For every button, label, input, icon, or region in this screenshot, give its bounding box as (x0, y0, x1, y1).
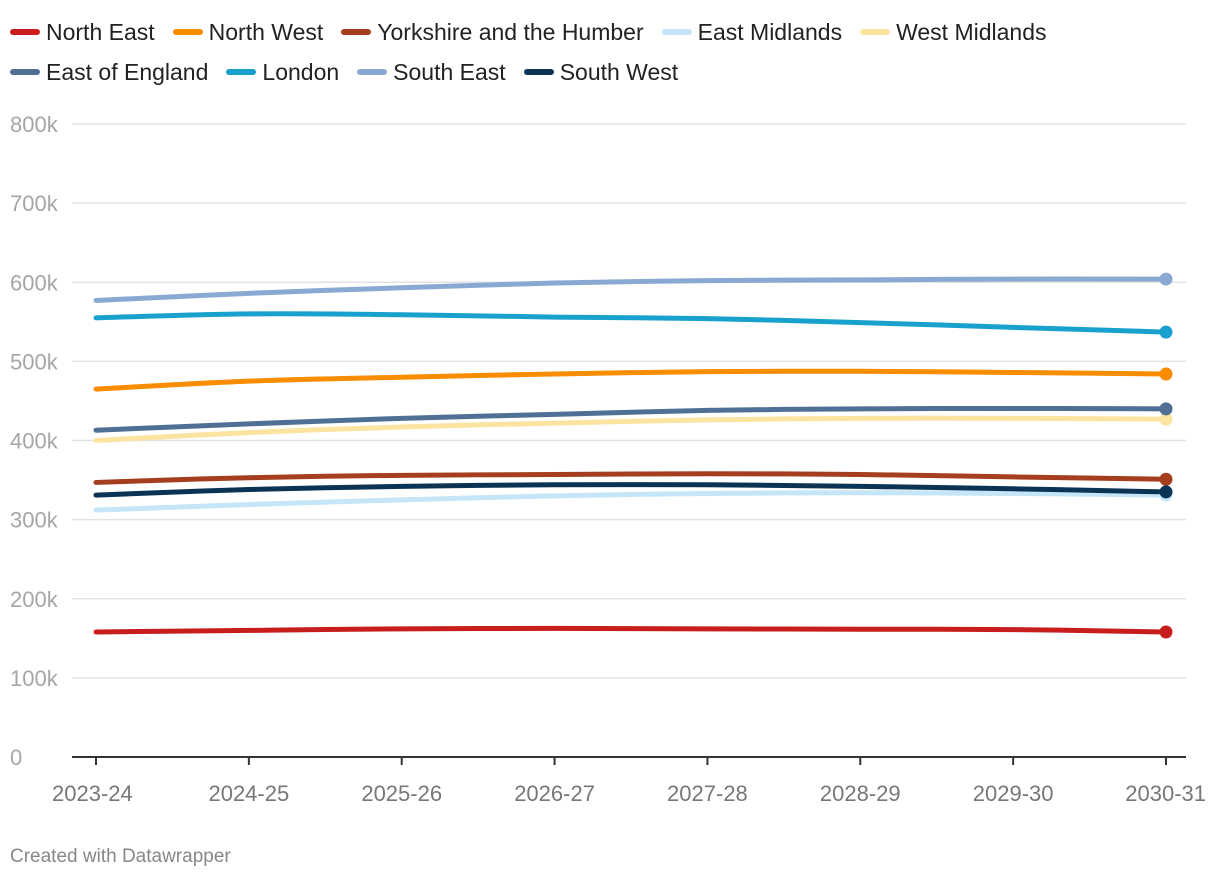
series-lines (93, 276, 1169, 635)
series-line-south-west (93, 482, 1169, 498)
y-tick-label: 700k (10, 191, 59, 216)
legend-swatch (523, 68, 554, 75)
x-axis: 2023-24 2024-25 2025-26 2026-27 2027-28 2028-… (52, 756, 1206, 806)
series-line-north-east (93, 625, 1169, 635)
legend-label: East of England (46, 59, 209, 85)
y-tick-label: 500k (10, 349, 59, 374)
series-line-london (93, 311, 1169, 335)
legend-swatch (661, 28, 692, 35)
legend-label: North East (46, 19, 155, 45)
gridlines (72, 123, 1186, 679)
y-tick-label: 600k (10, 270, 59, 295)
y-tick-label: 300k (10, 508, 59, 533)
series-line-east-midlands (93, 490, 1169, 513)
x-tick-label: 2028-29 (820, 781, 901, 806)
series-line-yorkshire-and-the-humber (93, 471, 1169, 485)
endpoint-london (1159, 325, 1173, 339)
legend-swatch (172, 28, 203, 35)
x-tick-label: 2023-24 (52, 781, 133, 806)
y-tick-label: 100k (10, 666, 59, 691)
legend-swatch (341, 28, 372, 35)
legend-item-east-of-england: East of England (10, 52, 208, 92)
endpoint-north-west (1159, 367, 1173, 381)
y-tick-label: 800k (10, 112, 59, 137)
endpoint-south-east (1159, 272, 1173, 286)
legend-label: South West (559, 59, 679, 85)
legend-label: London (262, 59, 340, 85)
y-tick-label: 200k (10, 587, 59, 612)
credit-text: Created with Datawrapper (10, 846, 231, 867)
legend-swatch (860, 28, 891, 35)
legend-label: Yorkshire and the Humber (377, 19, 644, 45)
legend-item-north-east: North East (10, 12, 155, 52)
legend-item-north-west: North West (172, 12, 324, 52)
y-tick-label: 0 (10, 745, 22, 770)
endpoint-south-west (1159, 485, 1173, 499)
legend-item-yorkshire-and-the-humber: Yorkshire and the Humber (341, 12, 644, 52)
legend-label: West Midlands (896, 19, 1047, 45)
x-tick-label: 2030-31 (1125, 781, 1206, 806)
legend-item-south-west: South West (523, 52, 679, 92)
legend-label: East Midlands (697, 19, 843, 45)
legend-swatch (226, 68, 257, 75)
endpoint-east-of-england (1159, 402, 1173, 416)
y-tick-label: 400k (10, 429, 59, 454)
series-line-west-midlands (93, 415, 1169, 443)
series-line-east-of-england (93, 405, 1169, 433)
y-axis: 0 100k 200k 300k 400k 500k 600k 700k 800k (10, 112, 59, 770)
endpoint-west-midlands (1159, 412, 1173, 426)
x-tick-label: 2027-28 (667, 781, 748, 806)
series-line-north-west (93, 368, 1169, 392)
legend-item-east-midlands: East Midlands (661, 12, 843, 52)
legend-item-south-east: South East (357, 52, 506, 92)
legend-item-london: London (226, 52, 339, 92)
endpoint-yorkshire-and-the-humber (1159, 472, 1173, 486)
legend-item-west-midlands: West Midlands (860, 12, 1047, 52)
x-tick-label: 2025-26 (361, 781, 442, 806)
legend-label: North West (208, 19, 324, 45)
x-tick-label: 2024-25 (208, 781, 289, 806)
legend-label: South East (393, 59, 506, 85)
legend-swatch (10, 28, 40, 35)
x-tick-label: 2029-30 (973, 781, 1054, 806)
series-line-south-east (93, 276, 1169, 303)
series-endpoints (1159, 272, 1173, 639)
legend-swatch (10, 68, 40, 75)
endpoint-north-east (1159, 625, 1173, 639)
legend-swatch (357, 68, 388, 75)
line-chart: 0 100k 200k 300k 400k 500k 600k 700k 800k 2023-2… (10, 112, 1206, 806)
x-tick-label: 2026-27 (514, 781, 595, 806)
chart-legend: North East North West Yorkshire and the Hu… (10, 12, 1210, 92)
